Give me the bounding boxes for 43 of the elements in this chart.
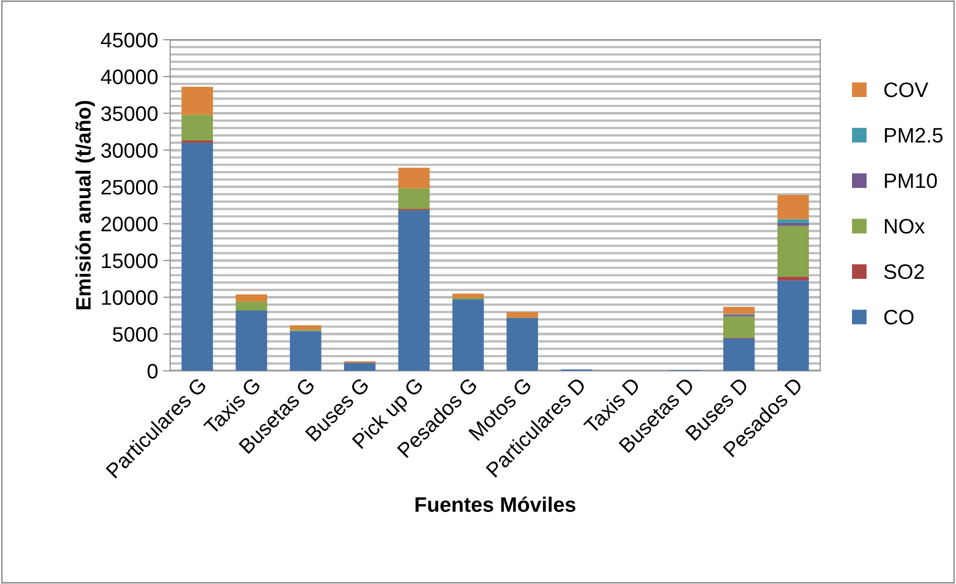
bar (182, 114, 213, 141)
y-tick-label: 25000 (101, 180, 158, 195)
y-tick-label: 5000 (112, 327, 158, 342)
y-tick-label: 20000 (101, 216, 158, 232)
bar (777, 194, 809, 220)
bar (777, 280, 809, 371)
bar (723, 338, 755, 371)
bar (506, 318, 538, 371)
bar (506, 312, 538, 318)
bar (344, 362, 376, 371)
y-tick-label: 45000 (100, 32, 158, 48)
bar (777, 226, 809, 277)
bar (723, 306, 755, 314)
bar (723, 316, 755, 338)
y-tick-label: 15000 (102, 253, 158, 268)
bar (398, 188, 430, 209)
legend-label: SO2 (884, 264, 924, 280)
y-tick-label: 0 (148, 364, 158, 379)
bar (777, 219, 809, 223)
bar (398, 168, 430, 188)
y-axis-title: Emisión anual (t/año) (75, 100, 95, 310)
legend-label: PM10 (884, 173, 937, 188)
y-tick-label: 10000 (102, 290, 158, 306)
bar (452, 294, 484, 298)
y-tick-label: 40000 (100, 70, 158, 84)
bar (777, 276, 809, 280)
y-tick-label: 30000 (101, 143, 158, 158)
bar (398, 210, 430, 371)
bar (182, 86, 213, 115)
legend-label: PM2.5 (884, 128, 943, 143)
y-tick-label: 35000 (101, 106, 158, 122)
bar (452, 299, 484, 371)
bar (236, 310, 268, 371)
legend-label: NOx (884, 218, 925, 234)
bar (236, 294, 268, 302)
bar (777, 222, 809, 226)
bar (182, 142, 213, 371)
x-axis-title: Fuentes Móviles (416, 496, 576, 512)
legend-label: CO (884, 310, 914, 325)
bar (290, 331, 322, 371)
legend-label: COV (884, 82, 928, 98)
bar (236, 302, 268, 310)
bar (290, 325, 322, 330)
